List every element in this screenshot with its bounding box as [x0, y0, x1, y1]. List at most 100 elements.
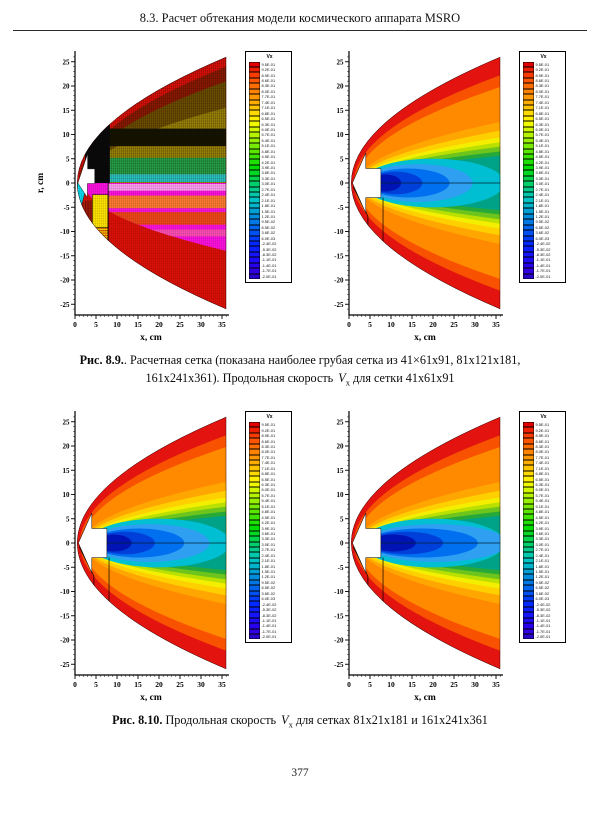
legend-value: 6.5E-01	[535, 116, 550, 122]
legend-swatch	[523, 197, 534, 203]
colorbar-legend: Vx 9.5E-01 9.2E-01 8.9E-01 8.6E-01 8.3E-01 8.0…	[245, 411, 292, 644]
legend-swatch	[249, 224, 260, 231]
y-tick-label: 20	[63, 83, 71, 91]
legend-entry: 6.5E-01	[249, 115, 290, 122]
x-tick-label: 35	[492, 680, 500, 689]
legend-entry: -5.3E-02	[523, 246, 564, 252]
legend-entry: 3.6E-02	[249, 230, 290, 236]
legend-entry: 5.7E-01	[249, 132, 290, 138]
legend-entry: 3.9E-01	[523, 525, 564, 531]
legend-value: 4.5E-01	[261, 154, 276, 160]
legend-swatch	[249, 606, 260, 613]
legend-value: -2.0E-01	[535, 634, 551, 640]
x-tick-label: 25	[450, 320, 458, 329]
legend-value: 6.3E-01	[261, 482, 276, 488]
legend-entry: 7.7E-01	[523, 454, 564, 461]
legend-value: 6.8E-01	[535, 110, 550, 116]
legend-swatch	[249, 623, 260, 629]
y-tick-label: -10	[334, 588, 344, 596]
legend-value: 6.0E-01	[535, 487, 550, 493]
legend-swatch	[523, 262, 534, 269]
legend-entry: 9.5E-02	[523, 579, 564, 586]
legend-entry: 9.2E-01	[523, 66, 564, 73]
y-tick-label: -25	[334, 301, 344, 309]
legend-entry: 2.4E-01	[249, 192, 290, 198]
y-tick-label: 15	[63, 467, 71, 475]
legend-value: 8.9E-01	[535, 433, 550, 439]
legend-swatch	[523, 492, 534, 499]
x-tick-label: 5	[368, 680, 372, 689]
legend-entry: 5.1E-01	[249, 143, 290, 149]
legend-swatch	[523, 208, 534, 214]
legend-value: 3.6E-01	[535, 170, 550, 176]
legend-swatch	[523, 585, 534, 591]
legend-value: 8.3E-01	[535, 443, 550, 449]
legend-value: 9.2E-01	[535, 427, 550, 433]
legend-swatch	[523, 421, 534, 428]
legend-entry: 8.9E-01	[249, 72, 290, 78]
legend-swatch	[523, 519, 534, 526]
legend-entry: 5.4E-01	[523, 498, 564, 504]
legend-swatch	[523, 115, 534, 122]
legend-value: 3.3E-01	[261, 536, 276, 542]
legend-swatch	[523, 454, 534, 461]
legend-swatch	[523, 273, 534, 279]
y-tick-label: -20	[334, 637, 344, 645]
legend-swatch	[523, 181, 534, 187]
legend-swatch	[523, 628, 534, 635]
y-tick-label: -15	[334, 613, 344, 621]
legend-value: 5.4E-01	[261, 498, 276, 504]
legend-swatch	[523, 240, 534, 247]
legend-swatch	[523, 503, 534, 509]
axes: -25 -20 -15 -10 -5 0 5 10 15 20 25 0 5 10 15 20 25 30 35 x,…	[60, 411, 229, 703]
legend-title: Vx	[266, 414, 273, 421]
legend-value: 8.0E-01	[261, 449, 276, 455]
vx-symbol: Vx	[281, 713, 293, 730]
legend-value: 7.7E-01	[535, 454, 550, 460]
legend-title: Vx	[266, 54, 273, 60]
figure-vx-medium-grid: -25 -20 -15 -10 -5 0 5 10 15 20 25 0 5 10 15 20 25 30 35 x,…	[33, 403, 293, 707]
legend-entry: 2.7E-01	[523, 547, 564, 553]
contour-field	[77, 56, 227, 310]
legend-value: 5.1E-01	[535, 143, 550, 149]
legend-entry: 4.5E-01	[523, 514, 564, 520]
legend-swatch	[249, 143, 260, 149]
legend-swatch	[523, 77, 534, 84]
legend-swatch	[249, 519, 260, 526]
legend-value: -5.3E-02	[261, 246, 277, 252]
legend-swatch	[523, 563, 534, 569]
legend-entry: 3.0E-01	[249, 541, 290, 548]
x-tick-label: 5	[94, 680, 98, 689]
legend-value: 5.1E-01	[261, 503, 276, 509]
y-tick-label: -20	[60, 277, 70, 285]
legend-value: 1.2E-01	[535, 574, 550, 580]
legend-swatch	[523, 465, 534, 471]
legend-entry: 8.3E-01	[249, 83, 290, 89]
y-tick-label: 5	[66, 516, 70, 524]
legend-swatch	[249, 94, 260, 100]
spacecraft-body	[352, 152, 382, 214]
legend-entry: 4.8E-01	[523, 148, 564, 154]
legend-value: 1.8E-01	[261, 563, 276, 569]
legend-entry: 4.2E-01	[249, 159, 290, 165]
legend-entry: 6.8E-01	[249, 110, 290, 116]
legend-entry: 6.5E-01	[249, 476, 290, 482]
legend-entry: 3.0E-01	[249, 181, 290, 187]
legend-value: 5.7E-01	[535, 132, 550, 138]
shock-boundary	[77, 417, 227, 670]
x-tick-label: 0	[347, 320, 351, 329]
x-tick-label: 15	[134, 680, 142, 689]
legend-value: -1.1E-01	[535, 617, 551, 623]
legend-entry: 8.0E-01	[249, 449, 290, 455]
x-tick-label: 20	[429, 320, 437, 329]
legend-entry: 3.3E-01	[249, 175, 290, 182]
legend-entry: 2.7E-01	[249, 186, 290, 192]
legend-entry: -5.3E-02	[523, 606, 564, 613]
legend-swatch	[249, 148, 260, 154]
legend-swatch	[249, 498, 260, 504]
legend-swatch	[523, 94, 534, 100]
legend-swatch	[523, 164, 534, 171]
legend-swatch	[523, 547, 534, 553]
legend-value: 7.4E-01	[261, 460, 276, 466]
legend-entry: 1.8E-01	[249, 202, 290, 209]
